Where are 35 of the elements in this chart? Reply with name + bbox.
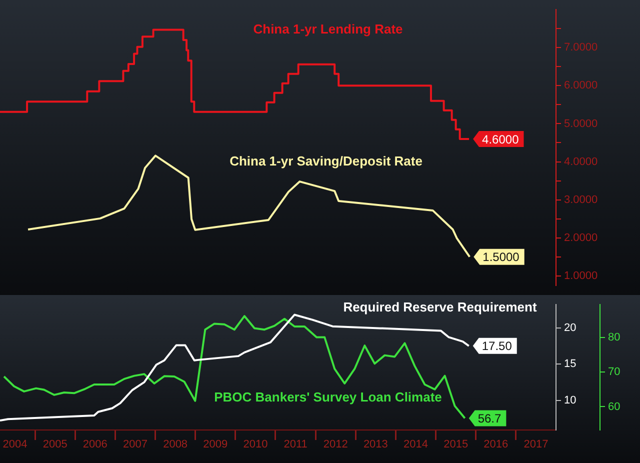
x-tick-label: 2011	[284, 438, 308, 451]
x-tick-label: 2005	[42, 438, 68, 451]
y-tick-label: 5.0000	[564, 118, 598, 130]
y-tick-label: 6.0000	[564, 80, 598, 92]
x-tick-label: 2010	[243, 438, 268, 451]
x-tick-label: 2015	[444, 438, 468, 451]
text: China 1-yr Lending Rate	[253, 22, 403, 37]
x-tick-label: 2014	[404, 438, 428, 451]
y-tick-label: 20	[564, 322, 576, 334]
y2-tick-label: 80	[608, 331, 620, 344]
y-tick-label: 3.0000	[564, 194, 598, 206]
x-tick-label: 2009	[203, 438, 228, 451]
x-tick-label: 2013	[363, 438, 388, 451]
y2-tick-label: 60	[608, 400, 620, 413]
x-tick-label: 2006	[82, 438, 108, 451]
x-tick-label: 2008	[163, 438, 188, 451]
y-tick-label: 1.0000	[564, 270, 598, 282]
series-label: Required Reserve Requirement	[343, 300, 538, 315]
y-tick-label: 2.0000	[564, 232, 598, 244]
x-tick-label: 2012	[323, 438, 348, 451]
x-tick-label: 2004	[2, 438, 28, 451]
data-label: 4.6000	[482, 132, 520, 146]
y-tick-label: 7.0000	[564, 42, 598, 54]
data-label: 1.5000	[482, 250, 520, 264]
data-label: 17.50	[482, 339, 512, 354]
x-tick-label: 2017	[524, 438, 548, 451]
y-tick-label: 10	[564, 394, 576, 406]
series-label: PBOC Bankers' Survey Loan Climate	[214, 390, 442, 405]
text: China 1-yr Saving/Deposit Rate	[230, 154, 422, 169]
x-tick-label: 2016	[484, 438, 508, 451]
y-tick-label: 15	[564, 358, 576, 370]
x-tick-label: 2007	[123, 438, 148, 451]
data-label: 56.7	[478, 412, 502, 426]
y-tick-label: 4.0000	[564, 156, 598, 168]
y2-tick-label: 70	[608, 366, 620, 378]
